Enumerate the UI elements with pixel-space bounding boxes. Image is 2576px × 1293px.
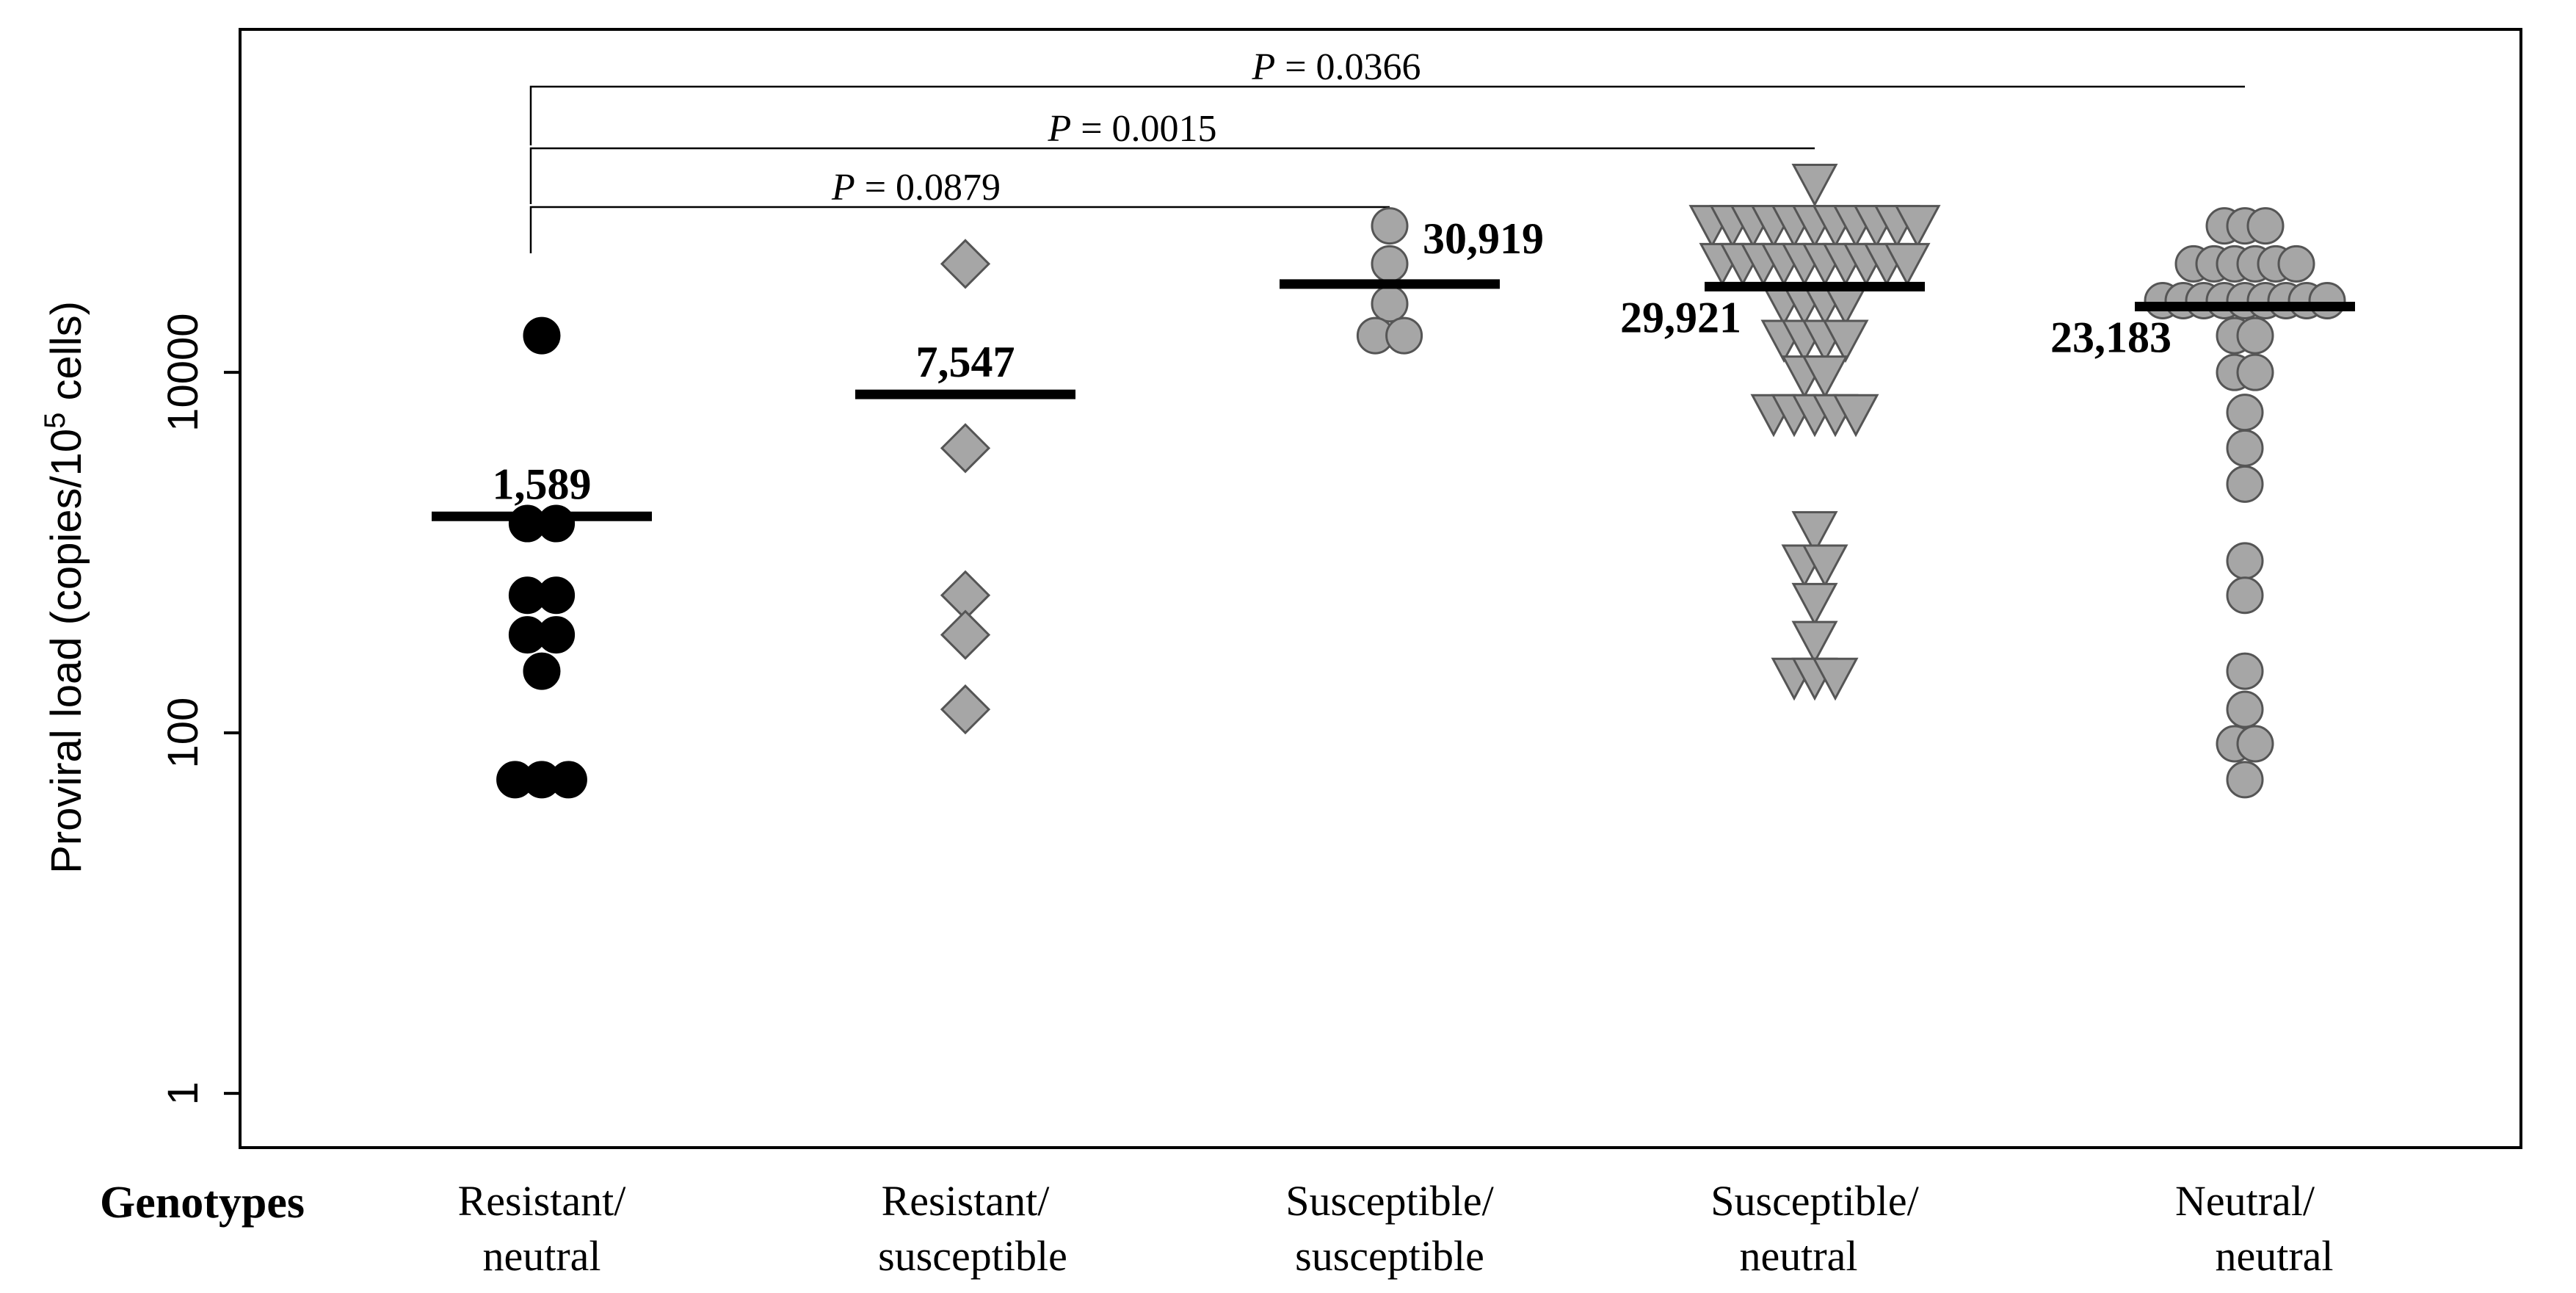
data-point bbox=[940, 423, 991, 474]
data-point bbox=[1894, 205, 1941, 248]
data-point bbox=[1791, 582, 1838, 626]
p-value-label: P = 0.0879 bbox=[831, 167, 1001, 209]
data-point bbox=[940, 684, 991, 735]
y-tick-label: 10000 bbox=[159, 314, 207, 432]
data-point bbox=[1371, 285, 1409, 323]
data-point bbox=[1371, 245, 1409, 283]
y-tick-label: 100 bbox=[159, 698, 207, 769]
data-point bbox=[2226, 576, 2264, 615]
data-point bbox=[2226, 394, 2264, 432]
data-point bbox=[537, 616, 576, 654]
median-value-label: 30,919 bbox=[1423, 214, 1544, 263]
data-point bbox=[523, 316, 561, 355]
data-point bbox=[1802, 355, 1848, 399]
data-point bbox=[1812, 657, 1859, 701]
data-point bbox=[2236, 316, 2274, 355]
comparison-bracket bbox=[529, 85, 2245, 145]
data-point bbox=[2236, 725, 2274, 763]
data-point bbox=[2226, 761, 2264, 799]
data-point bbox=[537, 504, 576, 543]
data-point bbox=[549, 761, 587, 799]
category-label-line2: neutral bbox=[2215, 1232, 2333, 1280]
comparison-bracket bbox=[529, 206, 1390, 253]
data-point bbox=[1371, 207, 1409, 245]
comparison-bracket bbox=[529, 147, 1815, 204]
x-axis-title: Genotypes bbox=[100, 1178, 305, 1228]
data-point bbox=[2246, 207, 2285, 245]
data-point bbox=[1791, 511, 1838, 554]
data-point bbox=[523, 652, 561, 690]
data-point bbox=[2226, 465, 2264, 503]
median-lines: 1,589 7,547 30,919 29,921 23,183 bbox=[432, 214, 2355, 521]
p-value-label: P = 0.0015 bbox=[1047, 108, 1216, 150]
data-point bbox=[1802, 544, 1848, 588]
category-label-line1: Susceptible/ bbox=[1710, 1177, 1919, 1225]
category-label-line1: Resistant/ bbox=[882, 1177, 1051, 1225]
median-value-label: 29,921 bbox=[1620, 293, 1741, 341]
plot-frame bbox=[239, 28, 2522, 1149]
data-point bbox=[1822, 319, 1869, 363]
median-value-label: 7,547 bbox=[916, 338, 1015, 386]
median-value-label: 23,183 bbox=[2050, 314, 2172, 362]
x-axis-labels: Genotypes Resistant/neutral Resistant/sus… bbox=[100, 1177, 2334, 1280]
data-points bbox=[496, 164, 2346, 799]
data-point bbox=[1791, 620, 1838, 664]
category-label-line1: Resistant/ bbox=[458, 1177, 627, 1225]
category-label-line2: neutral bbox=[482, 1232, 601, 1280]
category-label-line2: susceptible bbox=[1295, 1232, 1484, 1280]
data-point bbox=[2226, 690, 2264, 728]
category-label-line1: Neutral/ bbox=[2175, 1177, 2315, 1225]
significance-brackets: P = 0.0879 P = 0.0015 P = 0.0366 bbox=[529, 46, 2245, 253]
category-label-line1: Susceptible/ bbox=[1285, 1177, 1494, 1225]
category-label-line2: susceptible bbox=[878, 1232, 1067, 1280]
data-point bbox=[940, 609, 991, 660]
y-tick-label: 1 bbox=[159, 1082, 207, 1105]
data-point bbox=[2308, 281, 2346, 319]
data-point bbox=[2277, 245, 2315, 283]
data-point bbox=[2226, 429, 2264, 467]
data-point bbox=[1791, 164, 1838, 207]
data-point bbox=[940, 239, 991, 289]
y-axis-title: Proviral load (copies/105 cells) bbox=[39, 301, 90, 874]
category-label-line2: neutral bbox=[1739, 1232, 1857, 1280]
data-point bbox=[2236, 353, 2274, 391]
data-point bbox=[537, 576, 576, 615]
data-point bbox=[1385, 316, 1423, 355]
data-point bbox=[1884, 242, 1931, 286]
data-point bbox=[1832, 394, 1879, 438]
y-axis: 1 100 10000 bbox=[159, 314, 240, 1105]
median-value-label: 1,589 bbox=[493, 460, 592, 508]
data-point bbox=[2226, 542, 2264, 580]
p-value-label: P = 0.0366 bbox=[1251, 46, 1421, 88]
data-point bbox=[2226, 652, 2264, 690]
